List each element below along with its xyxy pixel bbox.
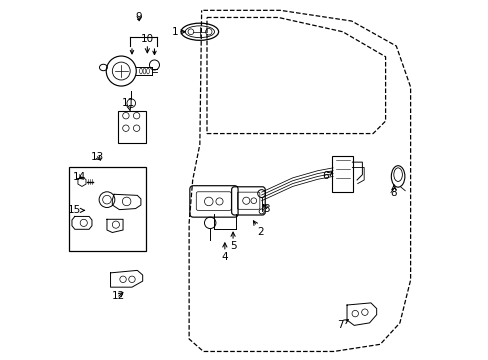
Text: 12: 12 (112, 291, 125, 301)
Text: 4: 4 (221, 243, 228, 262)
Text: 9: 9 (136, 13, 142, 22)
Bar (69, 167, 146, 251)
Text: 14: 14 (73, 172, 86, 182)
Text: 15: 15 (68, 205, 84, 215)
Text: 6: 6 (322, 171, 332, 181)
Text: 1: 1 (171, 27, 185, 37)
Text: 11: 11 (122, 98, 135, 111)
Text: 2: 2 (253, 221, 264, 237)
Text: 8: 8 (390, 185, 396, 198)
Text: 10: 10 (141, 34, 154, 53)
Text: 3: 3 (263, 203, 269, 213)
Text: 7: 7 (336, 320, 347, 330)
Text: 13: 13 (90, 152, 104, 162)
Text: 5: 5 (229, 232, 236, 251)
